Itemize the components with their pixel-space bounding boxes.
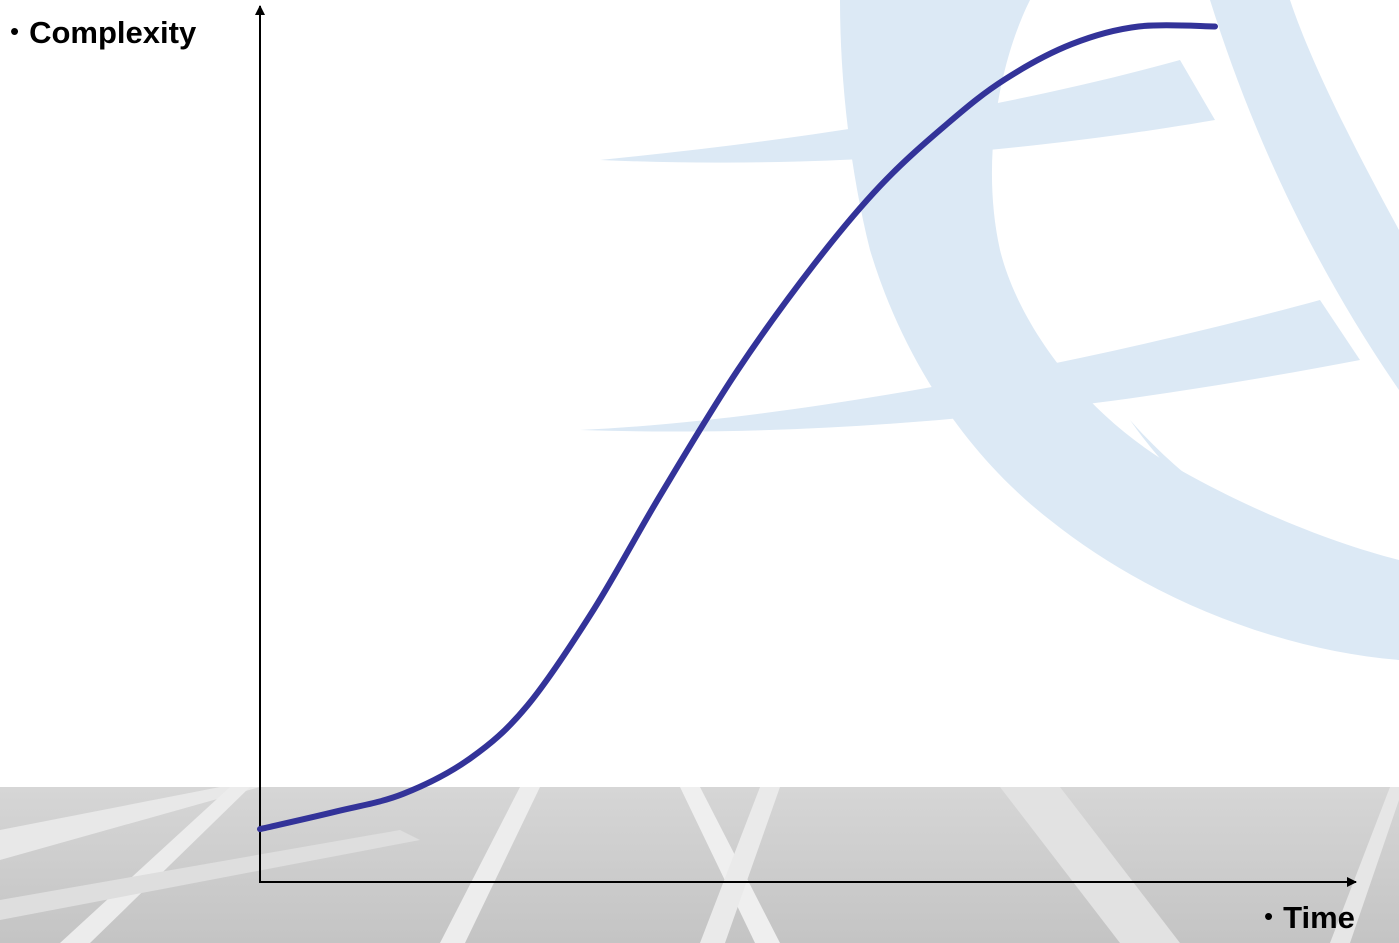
curve-point — [333, 808, 339, 814]
curve-point — [1002, 76, 1008, 82]
curve-point — [1212, 23, 1218, 29]
floor-band — [0, 787, 1399, 943]
curve-point — [658, 491, 664, 497]
curve-point — [945, 120, 951, 126]
curve-point — [735, 367, 741, 373]
y-axis-label-bullet: • — [10, 16, 20, 46]
y-axis-label-text: Complexity — [29, 15, 197, 50]
curve-point — [1069, 41, 1075, 47]
curve-point — [257, 826, 263, 832]
x-axis-label-bullet: • — [1264, 901, 1274, 931]
curve-point — [591, 606, 597, 612]
y-axis-label: • Complexity — [10, 17, 196, 48]
curve-point — [524, 703, 530, 709]
curve-point — [811, 262, 817, 268]
curve-point — [467, 756, 473, 762]
curve-points — [257, 23, 1218, 832]
globe-watermark — [580, 0, 1399, 660]
x-axis-label-text: Time — [1283, 900, 1355, 935]
curve-point — [1136, 23, 1142, 29]
curve-point — [400, 791, 406, 797]
curve-point — [878, 182, 884, 188]
complexity-curve — [257, 22, 1218, 833]
x-axis-label: • Time — [1264, 902, 1355, 933]
